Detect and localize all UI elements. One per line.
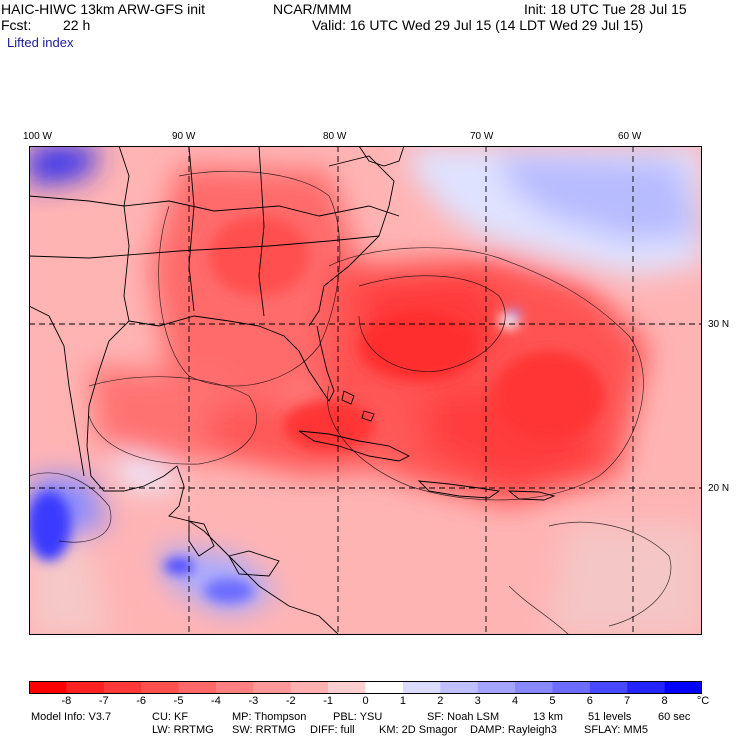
lon-label-60w: 60 W: [618, 131, 642, 142]
colorbar-swatch: [477, 681, 516, 694]
lon-label-90w: 90 W: [172, 131, 196, 142]
info-diff: DIFF: full: [310, 724, 355, 736]
colorbar-tick-label: 8: [661, 695, 668, 707]
colorbar-tick-label: 7: [624, 695, 631, 707]
field-name: Lifted index: [7, 35, 74, 50]
colorbar-swatch: [552, 681, 591, 694]
info-lw: LW: RRTMG: [152, 724, 214, 736]
colorbar-tick-label: -7: [98, 695, 109, 707]
colorbar-tick-label: -1: [323, 695, 333, 707]
colorbar-swatch: [253, 681, 292, 694]
colorbar-swatch: [66, 681, 105, 694]
info-model: Model Info: V3.7: [31, 711, 112, 723]
colorbar-tick-label: -2: [285, 695, 296, 707]
lon-label-100w: 100 W: [23, 131, 52, 142]
agency-label: NCAR/MMM: [273, 1, 352, 17]
contour-lines: [29, 170, 672, 635]
colorbar-swatch: [103, 681, 142, 694]
colorbar-tick-label: -6: [136, 695, 147, 707]
colorbar: [29, 681, 702, 694]
info-sw: SW: RRTMG: [232, 724, 296, 736]
info-pbl: PBL: YSU: [333, 711, 383, 723]
colorbar-tick-label: -3: [248, 695, 259, 707]
init-time: Init: 18 UTC Tue 28 Jul 15: [524, 1, 687, 17]
info-damp: DAMP: Rayleigh3: [470, 724, 557, 736]
model-title: HAIC-HIWC 13km ARW-GFS init: [1, 1, 206, 17]
colorbar-swatch: [29, 681, 67, 694]
info-sf: SF: Noah LSM: [427, 711, 500, 723]
colorbar-tick-label: -5: [173, 695, 184, 707]
colorbar-swatch: [365, 681, 404, 694]
colorbar-swatch: [402, 681, 441, 694]
colorbar-tick-label: -4: [211, 695, 221, 707]
colorbar-tick-label: 6: [586, 695, 593, 707]
colorbar-tick-label: 1: [399, 695, 406, 707]
colorbar-tick-label: 5: [549, 695, 556, 707]
colorbar-swatch: [141, 681, 180, 694]
lat-label-30n: 30 N: [708, 319, 730, 330]
lon-label-80w: 80 W: [323, 131, 347, 142]
coastlines: [29, 146, 556, 635]
colorbar-unit: °C: [696, 695, 710, 707]
info-timestep: 60 sec: [658, 711, 691, 723]
colorbar-swatch: [589, 681, 628, 694]
lon-label-70w: 70 W: [470, 131, 494, 142]
colorbar-swatch: [328, 681, 366, 694]
colorbar-swatch: [627, 681, 666, 694]
forecast-label: Fcst:: [1, 17, 32, 33]
colorbar-tick-label: -8: [61, 695, 72, 707]
info-cu: CU: KF: [152, 711, 189, 723]
valid-time: Valid: 16 UTC Wed 29 Jul 15 (14 LDT Wed …: [312, 17, 644, 33]
colorbar-tick-label: 2: [437, 695, 444, 707]
graticule: [29, 146, 702, 635]
colorbar-swatch: [440, 681, 479, 694]
lat-label-20n: 20 N: [708, 483, 730, 494]
colorbar-tick-label: 3: [474, 695, 481, 707]
map-frame: [29, 146, 702, 635]
colorbar-swatch: [290, 681, 329, 694]
colorbar-frame: [29, 681, 702, 694]
colorbar-swatch: [215, 681, 254, 694]
info-sflay: SFLAY: MM5: [584, 724, 648, 736]
field-detail: [29, 216, 604, 603]
forecast-hour: 22 h: [63, 17, 91, 33]
info-mp: MP: Thompson: [232, 711, 307, 723]
colorbar-swatch: [515, 681, 553, 694]
info-resolution: 13 km: [533, 711, 563, 723]
lifted-index-map: [29, 146, 702, 635]
colorbar-tick-label: 4: [511, 695, 519, 707]
info-levels: 51 levels: [588, 711, 632, 723]
info-km: KM: 2D Smagor: [379, 724, 458, 736]
colorbar-tick-label: 0: [362, 695, 369, 707]
colorbar-swatch: [178, 681, 217, 694]
colorbar-swatch: [664, 681, 702, 694]
